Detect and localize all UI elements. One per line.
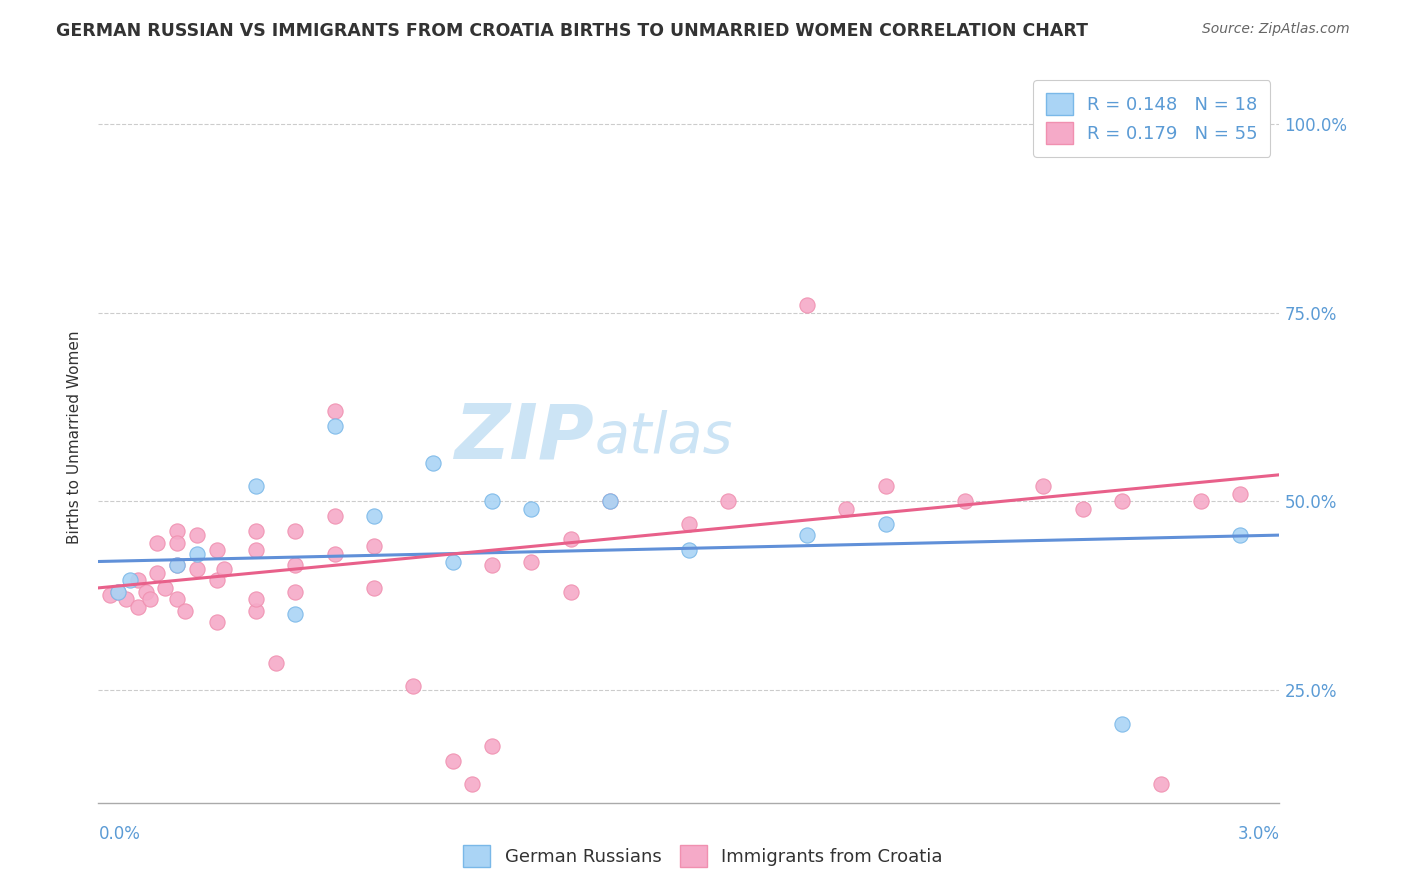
Point [284,607,307,622]
Point [284,584,307,599]
Text: 0.0%: 0.0% [98,825,141,843]
Point [1111,716,1133,731]
Text: atlas: atlas [595,409,733,465]
Point [481,739,503,754]
Point [402,679,425,693]
Point [323,418,346,433]
Point [363,509,385,524]
Point [115,592,138,607]
Point [245,479,267,493]
Point [363,540,385,554]
Point [146,535,169,549]
Point [323,403,346,417]
Point [245,592,267,607]
Point [953,494,976,508]
Point [264,657,287,671]
Text: Source: ZipAtlas.com: Source: ZipAtlas.com [1202,22,1350,37]
Point [1032,479,1054,493]
Point [205,543,228,558]
Point [323,509,346,524]
Point [796,298,818,312]
Point [520,554,543,568]
Point [107,584,129,599]
Point [875,479,897,493]
Point [174,603,197,617]
Point [323,547,346,561]
Point [1229,486,1251,500]
Point [1189,494,1212,508]
Point [560,532,582,546]
Point [1150,777,1173,791]
Point [205,615,228,629]
Point [520,501,543,516]
Point [166,535,188,549]
Legend: R = 0.148   N = 18, R = 0.179   N = 55: R = 0.148 N = 18, R = 0.179 N = 55 [1033,80,1271,157]
Y-axis label: Births to Unmarried Women: Births to Unmarried Women [67,330,83,544]
Point [214,562,236,576]
Point [245,543,267,558]
Point [835,501,858,516]
Point [678,543,700,558]
Point [1111,494,1133,508]
Point [118,574,141,588]
Point [796,528,818,542]
Point [135,584,157,599]
Point [155,581,177,595]
Point [599,494,621,508]
Point [284,524,307,539]
Point [441,554,464,568]
Point [186,562,208,576]
Text: 3.0%: 3.0% [1237,825,1279,843]
Point [284,558,307,573]
Point [678,516,700,531]
Point [127,599,149,614]
Point [245,524,267,539]
Point [166,524,188,539]
Point [107,584,129,599]
Point [560,584,582,599]
Point [186,528,208,542]
Point [146,566,169,580]
Point [441,755,464,769]
Point [166,592,188,607]
Point [422,457,444,471]
Point [481,494,503,508]
Point [461,777,484,791]
Point [127,574,149,588]
Point [875,516,897,531]
Point [98,589,121,603]
Point [138,592,160,607]
Point [363,581,385,595]
Point [1229,528,1251,542]
Legend: German Russians, Immigrants from Croatia: German Russians, Immigrants from Croatia [456,838,950,874]
Text: ZIP: ZIP [454,401,595,474]
Point [481,558,503,573]
Point [245,603,267,617]
Point [599,494,621,508]
Point [166,558,188,573]
Point [166,558,188,573]
Point [1071,501,1094,516]
Text: GERMAN RUSSIAN VS IMMIGRANTS FROM CROATIA BIRTHS TO UNMARRIED WOMEN CORRELATION : GERMAN RUSSIAN VS IMMIGRANTS FROM CROATI… [56,22,1088,40]
Point [186,547,208,561]
Point [717,494,740,508]
Point [205,574,228,588]
